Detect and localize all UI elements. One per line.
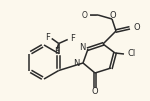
Text: —: — bbox=[90, 12, 96, 18]
Text: Cl: Cl bbox=[127, 49, 135, 58]
Text: N: N bbox=[79, 44, 85, 53]
Text: F: F bbox=[70, 34, 75, 43]
Text: O: O bbox=[133, 24, 140, 33]
Text: N: N bbox=[74, 59, 80, 68]
Text: F: F bbox=[45, 33, 50, 42]
Text: O: O bbox=[82, 12, 88, 21]
Text: O: O bbox=[110, 12, 116, 21]
Text: F: F bbox=[54, 47, 59, 56]
Text: O: O bbox=[92, 86, 98, 96]
